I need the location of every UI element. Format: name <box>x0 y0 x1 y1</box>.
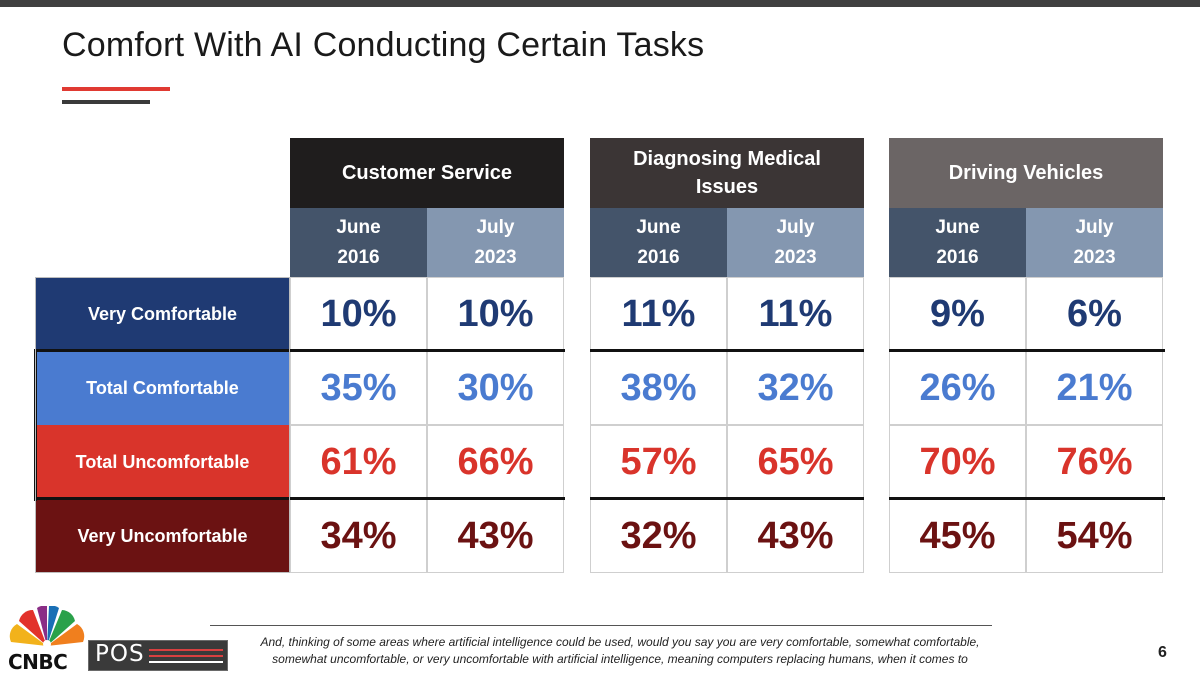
top-bar <box>0 0 1200 7</box>
period-year: 2023 <box>774 246 817 268</box>
value-cell: 21% <box>1026 351 1163 425</box>
pos-logo: POS <box>88 640 228 671</box>
value-cell: 65% <box>727 425 864 499</box>
pos-stripe <box>149 661 223 663</box>
period-month: June <box>636 217 681 239</box>
period-header: June 2016 <box>889 208 1026 277</box>
pos-stripe <box>149 655 223 657</box>
period-year: 2016 <box>637 246 680 268</box>
value-cell: 38% <box>590 351 727 425</box>
row-label: Total Uncomfortable <box>35 425 290 499</box>
title-accent-dark <box>62 100 150 104</box>
row-label: Very Comfortable <box>35 277 290 351</box>
row-separator <box>35 349 565 352</box>
group-header: Diagnosing Medical Issues <box>590 138 864 208</box>
value-cell: 43% <box>427 499 564 573</box>
footnote: And, thinking of some areas where artifi… <box>220 634 1020 668</box>
row-separator <box>889 497 1165 500</box>
cnbc-peacock-icon <box>9 606 85 648</box>
period-header: July 2023 <box>427 208 564 277</box>
value-cell: 61% <box>290 425 427 499</box>
value-cell: 26% <box>889 351 1026 425</box>
period-header: June 2016 <box>290 208 427 277</box>
period-month: June <box>336 217 381 239</box>
period-month: July <box>776 217 815 239</box>
value-cell: 66% <box>427 425 564 499</box>
footnote-line-1: And, thinking of some areas where artifi… <box>260 635 980 649</box>
value-cell: 10% <box>290 277 427 351</box>
value-cell: 57% <box>590 425 727 499</box>
footnote-line-2: somewhat uncomfortable, or very uncomfor… <box>272 651 968 666</box>
value-cell: 9% <box>889 277 1026 351</box>
row-separator <box>34 349 37 501</box>
period-header: July 2023 <box>1026 208 1163 277</box>
pos-logo-text: POS <box>95 641 145 667</box>
group-header: Customer Service <box>290 138 564 208</box>
row-separator <box>590 349 864 352</box>
title-accent-red <box>62 87 170 91</box>
row-label: Total Comfortable <box>35 351 290 425</box>
row-separator <box>889 349 1165 352</box>
period-year: 2016 <box>337 246 380 268</box>
cnbc-logo-text: CNBC <box>8 650 68 674</box>
value-cell: 10% <box>427 277 564 351</box>
value-cell: 45% <box>889 499 1026 573</box>
group-header: Driving Vehicles <box>889 138 1163 208</box>
value-cell: 54% <box>1026 499 1163 573</box>
period-year: 2023 <box>1073 246 1116 268</box>
period-header: June 2016 <box>590 208 727 277</box>
value-cell: 6% <box>1026 277 1163 351</box>
page-number: 6 <box>1158 644 1167 661</box>
period-year: 2023 <box>474 246 517 268</box>
period-month: June <box>935 217 980 239</box>
value-cell: 32% <box>727 351 864 425</box>
value-cell: 34% <box>290 499 427 573</box>
period-year: 2016 <box>936 246 979 268</box>
value-cell: 35% <box>290 351 427 425</box>
period-month: July <box>1075 217 1114 239</box>
value-cell: 43% <box>727 499 864 573</box>
value-cell: 30% <box>427 351 564 425</box>
period-month: July <box>476 217 515 239</box>
row-separator <box>590 497 864 500</box>
value-cell: 76% <box>1026 425 1163 499</box>
value-cell: 11% <box>590 277 727 351</box>
value-cell: 11% <box>727 277 864 351</box>
row-label: Very Uncomfortable <box>35 499 290 573</box>
value-cell: 32% <box>590 499 727 573</box>
period-header: July 2023 <box>727 208 864 277</box>
page-title: Comfort With AI Conducting Certain Tasks <box>62 26 705 64</box>
pos-stripe <box>149 649 223 651</box>
value-cell: 70% <box>889 425 1026 499</box>
footer-divider <box>210 625 992 626</box>
row-separator <box>35 497 565 500</box>
